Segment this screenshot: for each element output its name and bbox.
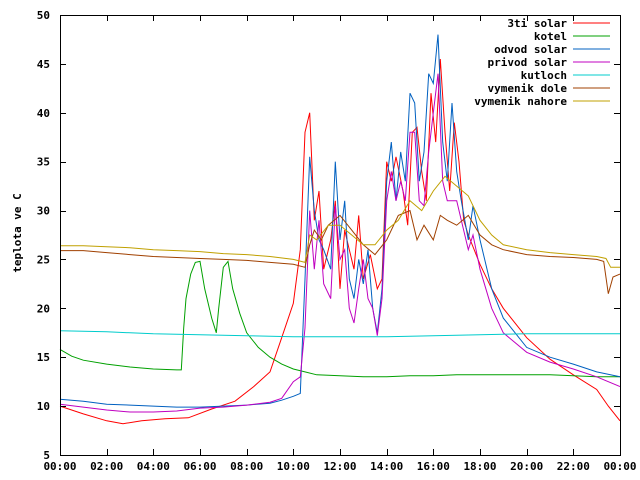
x-tick-label: 16:00 (417, 460, 450, 473)
y-axis-label: teplota ve C (11, 193, 24, 272)
x-tick-label: 12:00 (323, 460, 356, 473)
legend-label: odvod solar (494, 43, 567, 56)
series-line-3ti-solar (59, 58, 621, 425)
y-tick-label: 40 (37, 107, 50, 120)
series-line-privod-solar (59, 73, 621, 413)
x-tick-label: 00:00 (43, 460, 76, 473)
legend-label: privod solar (488, 56, 568, 69)
legend-label: vymenik dole (488, 82, 568, 95)
x-tick-label: 22:00 (557, 460, 590, 473)
y-tick-label: 30 (37, 205, 50, 218)
y-tick-label: 45 (37, 58, 50, 71)
y-tick-label: 25 (37, 253, 50, 266)
series-line-kutloch (59, 330, 620, 338)
plot-frame (60, 15, 621, 456)
x-tick-label: 08:00 (230, 460, 263, 473)
y-tick-label: 5 (43, 449, 50, 462)
legend-label: kutloch (521, 69, 567, 82)
plot-area (59, 34, 621, 425)
y-tick-label: 10 (37, 400, 50, 413)
y-tick-label: 50 (37, 9, 50, 22)
series-line-kotel (59, 260, 620, 378)
x-tick-label: 10:00 (277, 460, 310, 473)
x-tick-label: 18:00 (463, 460, 496, 473)
legend-label: 3ti solar (507, 17, 567, 30)
x-tick-label: 02:00 (90, 460, 123, 473)
x-tick-label: 04:00 (137, 460, 170, 473)
x-tick-label: 00:00 (603, 460, 636, 473)
series-line-vymenik-nahore (60, 175, 620, 268)
y-tick-label: 35 (37, 156, 50, 169)
x-tick-label: 06:00 (183, 460, 216, 473)
y-tick-label: 20 (37, 302, 50, 315)
y-tick-label: 15 (37, 351, 50, 364)
legend-label: kotel (534, 30, 567, 43)
x-tick-label: 14:00 (370, 460, 403, 473)
legend-label: vymenik nahore (474, 95, 567, 108)
axis-ticks: 00:00 02:00 04:00 06:00 08:00 10:00 12:00 14:00… (37, 9, 637, 473)
series-line-vymenik-dole (60, 209, 621, 294)
x-tick-label: 20:00 (510, 460, 543, 473)
